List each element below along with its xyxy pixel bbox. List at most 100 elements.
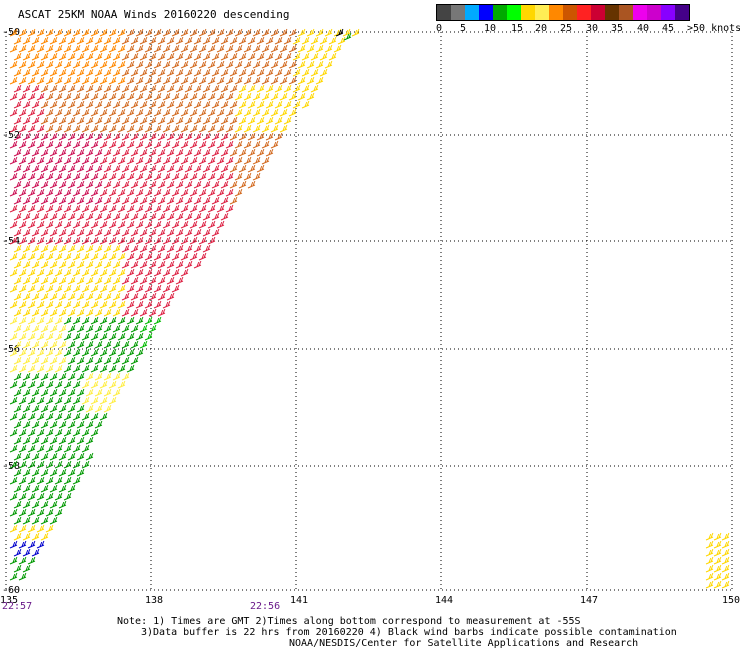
- wind-barb: [175, 212, 184, 221]
- wind-barb: [130, 212, 139, 221]
- wind-barb: [166, 68, 175, 77]
- wind-barb: [81, 140, 90, 149]
- wind-barb: [49, 276, 58, 285]
- wind-barb: [58, 68, 67, 77]
- wind-barb: [45, 412, 54, 421]
- wind-barb: [9, 476, 18, 485]
- wind-barb: [58, 292, 67, 301]
- wind-barb: [40, 308, 49, 317]
- wind-barb: [58, 372, 67, 381]
- wind-barb: [713, 532, 722, 541]
- wind-barb: [85, 180, 94, 189]
- wind-barb: [139, 244, 148, 253]
- wind-barb: [81, 188, 90, 197]
- wind-barb: [72, 316, 81, 325]
- wind-barb: [49, 36, 58, 45]
- wind-barb: [121, 164, 130, 173]
- wind-barb: [40, 468, 49, 477]
- wind-barb: [238, 116, 247, 125]
- wind-barb: [49, 452, 58, 461]
- wind-barb: [94, 68, 103, 77]
- wind-barb: [31, 404, 40, 413]
- wind-barb: [85, 212, 94, 221]
- wind-barb: [18, 108, 27, 117]
- wind-barb: [117, 108, 126, 117]
- wind-barb: [148, 228, 157, 237]
- wind-barb: [76, 148, 85, 157]
- wind-barb: [27, 188, 36, 197]
- wind-barb: [31, 356, 40, 365]
- wind-barb: [27, 220, 36, 229]
- wind-barb: [713, 556, 722, 565]
- wind-barb: [216, 92, 225, 101]
- wind-barb: [9, 572, 18, 581]
- wind-barb: [162, 252, 171, 261]
- wind-barb: [63, 364, 72, 373]
- wind-barb: [256, 36, 265, 45]
- wind-barb: [76, 212, 85, 221]
- wind-barb: [184, 52, 193, 61]
- wind-barb: [117, 188, 126, 197]
- wind-barb: [22, 308, 31, 317]
- wind-barb: [193, 84, 202, 93]
- wind-barb: [31, 244, 40, 253]
- wind-barb: [121, 84, 130, 93]
- wind-barb: [63, 124, 72, 133]
- wind-barb: [22, 356, 31, 365]
- wind-barb: [90, 28, 99, 37]
- wind-barb: [274, 116, 283, 125]
- wind-barb: [198, 236, 207, 245]
- wind-barb: [328, 52, 337, 61]
- wind-barb: [135, 28, 144, 37]
- wind-barb: [234, 28, 243, 37]
- wind-barb: [81, 412, 90, 421]
- wind-barb: [153, 108, 162, 117]
- wind-barb: [27, 540, 36, 549]
- wind-barb: [27, 60, 36, 69]
- wind-barb: [225, 44, 234, 53]
- wind-barb: [234, 188, 243, 197]
- wind-barb: [108, 332, 117, 341]
- wind-barb: [238, 148, 247, 157]
- wind-barb: [85, 436, 94, 445]
- wind-barb: [76, 356, 85, 365]
- wind-barb: [108, 316, 117, 325]
- wind-barb: [171, 220, 180, 229]
- wind-barb: [49, 132, 58, 141]
- wind-barb: [243, 124, 252, 133]
- wind-barb: [67, 484, 76, 493]
- wind-barb: [139, 212, 148, 221]
- wind-barb: [9, 364, 18, 373]
- wind-barb: [94, 260, 103, 269]
- wind-barb: [207, 92, 216, 101]
- wind-barb: [157, 116, 166, 125]
- wind-barb: [184, 36, 193, 45]
- wind-barb: [58, 308, 67, 317]
- wind-barb: [229, 68, 238, 77]
- wind-barb: [126, 300, 135, 309]
- wind-barb: [112, 116, 121, 125]
- wind-barb: [274, 100, 283, 109]
- wind-barb: [198, 44, 207, 53]
- wind-barb: [171, 156, 180, 165]
- wind-barb: [54, 92, 63, 101]
- colorbar-swatch: [479, 5, 493, 20]
- colorbar-label: 20: [535, 23, 548, 34]
- wind-barb: [130, 68, 139, 77]
- wind-barb: [18, 348, 27, 357]
- wind-barb: [283, 36, 292, 45]
- wind-barb: [22, 68, 31, 77]
- wind-barb: [63, 332, 72, 341]
- wind-barb: [49, 164, 58, 173]
- latitude-label: -60: [2, 585, 20, 596]
- wind-barb: [121, 244, 130, 253]
- colorbar-swatch: [549, 5, 563, 20]
- wind-barb: [36, 540, 45, 549]
- wind-barb: [90, 348, 99, 357]
- wind-barb: [63, 108, 72, 117]
- wind-barb: [283, 100, 292, 109]
- wind-barb: [49, 500, 58, 509]
- wind-barb: [76, 404, 85, 413]
- wind-barb: [171, 284, 180, 293]
- wind-barb: [144, 28, 153, 37]
